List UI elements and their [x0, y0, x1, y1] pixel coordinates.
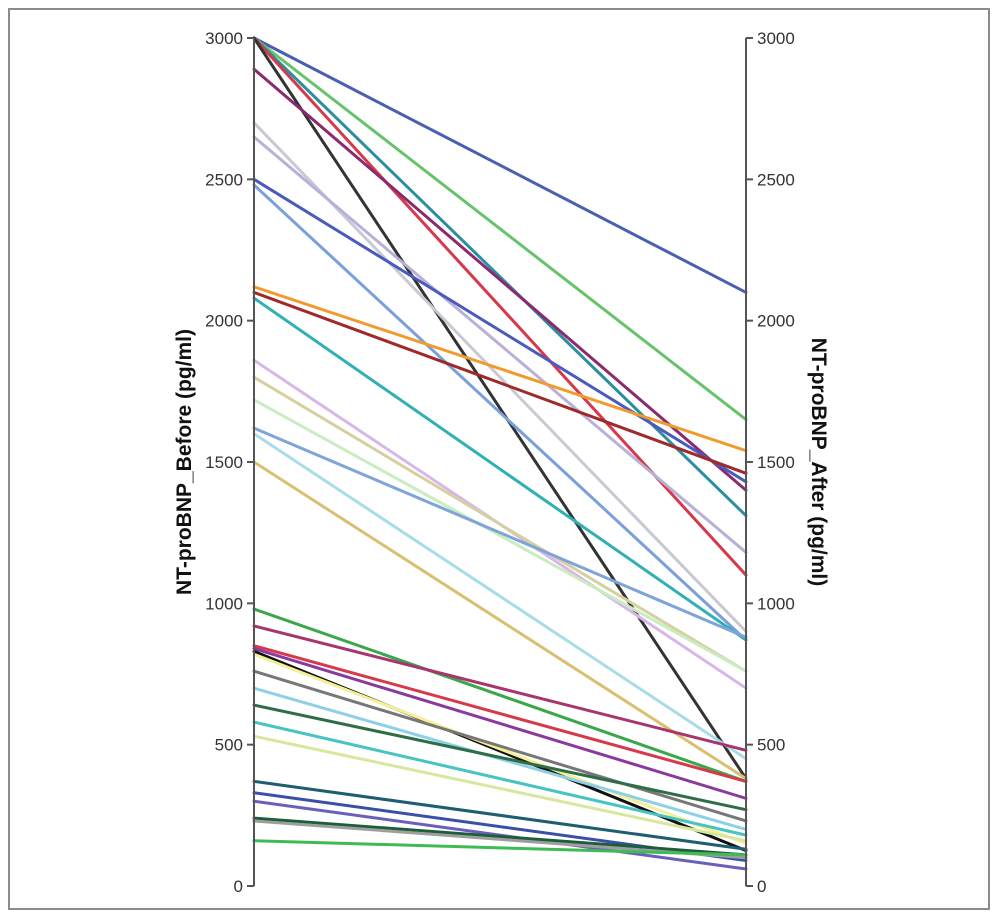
- series-line-15: [252, 375, 748, 673]
- right-tick-label: 2000: [757, 312, 795, 331]
- series-line-5: [252, 36, 748, 781]
- left-tick-label: 1000: [205, 594, 243, 613]
- left-axis-title: NT-proBNP_Before (pg/ml): [173, 329, 196, 595]
- right-tick-label: 1500: [757, 453, 795, 472]
- series-line-28: [252, 703, 748, 812]
- series-lines: [252, 36, 748, 871]
- series-line-3: [252, 36, 748, 518]
- series-line-19: [252, 460, 748, 781]
- right-tick-label: 1000: [757, 594, 795, 613]
- right-axis-ticks: 0 500 1000 1500 2000 2500 3000: [746, 29, 795, 896]
- series-line-10: [252, 183, 748, 642]
- right-tick-label: 500: [757, 736, 785, 755]
- series-line-17: [252, 426, 748, 639]
- series-line-29: [252, 720, 748, 837]
- series-line-18: [252, 432, 748, 761]
- series-line-9: [252, 177, 748, 484]
- left-tick-label: 2500: [205, 170, 243, 189]
- series-line-4: [252, 36, 748, 577]
- right-tick-label: 0: [757, 877, 766, 896]
- series-line-23: [252, 647, 748, 800]
- series-line-36: [252, 839, 748, 857]
- series-line-11: [252, 285, 748, 453]
- series-line-21: [252, 624, 748, 752]
- series-line-2: [252, 36, 748, 422]
- series-line-34: [252, 816, 748, 857]
- left-tick-label: 3000: [205, 29, 243, 48]
- series-line-26: [252, 669, 748, 823]
- series-line-1: [252, 36, 748, 294]
- series-line-31: [252, 779, 748, 851]
- series-line-6: [252, 67, 748, 492]
- series-line-22: [252, 644, 748, 783]
- left-tick-label: 500: [215, 736, 243, 755]
- left-axis-ticks: 0 500 1000 1500 2000 2500 3000: [205, 29, 254, 896]
- left-tick-label: 2000: [205, 312, 243, 331]
- left-tick-label: 1500: [205, 453, 243, 472]
- right-tick-label: 2500: [757, 170, 795, 189]
- series-line-8: [252, 135, 748, 554]
- left-tick-label: 0: [234, 877, 243, 896]
- series-line-12: [252, 290, 748, 475]
- right-tick-label: 3000: [757, 29, 795, 48]
- series-line-30: [252, 734, 748, 843]
- series-line-13: [252, 296, 748, 642]
- right-axis-title: NT-proBNP_After (pg/ml): [807, 338, 830, 587]
- series-line-16: [252, 398, 748, 673]
- series-line-25: [252, 652, 748, 846]
- series-line-20: [252, 607, 748, 783]
